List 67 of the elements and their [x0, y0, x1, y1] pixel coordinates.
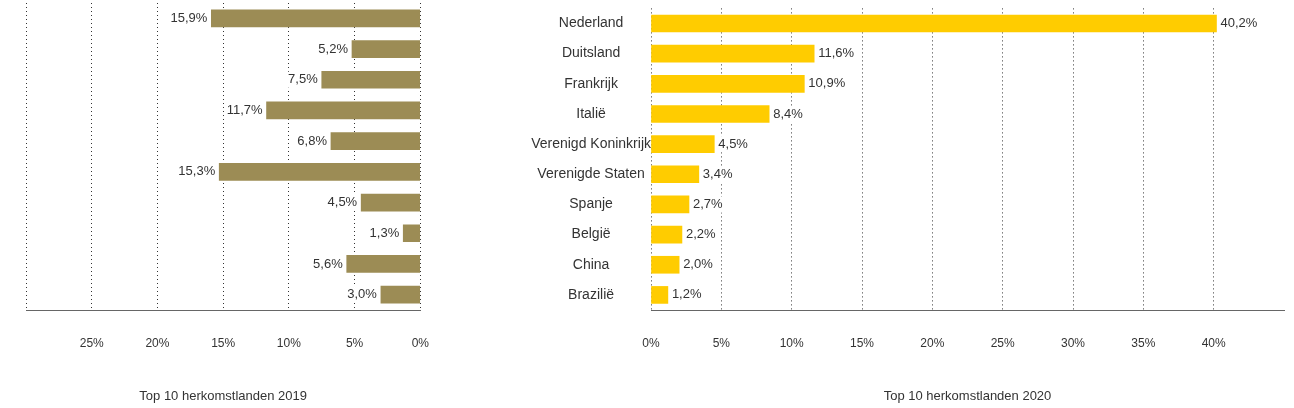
bar	[360, 193, 421, 212]
bar	[651, 255, 680, 274]
x-tick-label: 15%	[211, 335, 236, 350]
data-label: 3,4%	[702, 165, 733, 181]
y-tick-label: Italië	[576, 104, 607, 121]
bar	[211, 9, 421, 28]
data-label: 4,5%	[327, 194, 358, 210]
bar	[651, 286, 669, 304]
y-tick-label: België	[571, 225, 611, 242]
x-tick-label: 10%	[779, 335, 804, 350]
bar	[651, 195, 690, 214]
data-label: 1,2%	[671, 286, 702, 302]
bar	[380, 285, 421, 304]
data-label: 11,6%	[818, 45, 855, 61]
x-tick-label: 30%	[1060, 335, 1086, 350]
data-label: 15,9%	[170, 9, 208, 25]
x-axis-title: Top 10 herkomstlanden 2019	[139, 387, 308, 403]
y-tick-label: Brazilië	[568, 285, 615, 302]
x-tick-label: 20%	[920, 335, 945, 350]
data-label: 5,6%	[313, 255, 344, 271]
x-tick-label: 10%	[276, 335, 302, 350]
x-tick-label: 5%	[712, 335, 731, 350]
bar	[651, 135, 715, 153]
x-tick-label: 0%	[642, 335, 660, 350]
data-label: 10,9%	[808, 75, 846, 91]
data-label: 4,5%	[718, 135, 749, 151]
bar	[651, 225, 683, 244]
data-label: 1,3%	[369, 224, 400, 240]
bar	[402, 224, 421, 243]
x-tick-label: 25%	[990, 335, 1015, 350]
x-tick-label: 0%	[411, 335, 430, 350]
y-tick-label: Frankrijk	[564, 74, 619, 91]
y-tick-label: Verenigd Koninkrijk	[531, 134, 652, 151]
bar	[218, 163, 421, 181]
bar	[266, 101, 421, 120]
bar	[351, 40, 421, 58]
data-label: 5,2%	[318, 40, 349, 56]
y-tick-label: Verenigde Staten	[537, 165, 645, 182]
bar	[330, 132, 421, 150]
data-label: 6,8%	[297, 132, 328, 148]
x-tick-label: 20%	[145, 335, 170, 350]
data-label: 2,0%	[683, 256, 714, 272]
x-tick-label: 40%	[1201, 335, 1226, 350]
bar	[651, 74, 805, 93]
y-tick-label: Spanje	[569, 195, 614, 212]
x-tick-label: 35%	[1131, 335, 1156, 350]
bar	[346, 255, 421, 273]
y-tick-label: Duitsland	[561, 44, 621, 61]
data-label: 3,0%	[347, 286, 378, 302]
bar	[651, 105, 770, 123]
x-tick-label: 15%	[849, 335, 875, 350]
y-tick-label: China	[572, 255, 610, 272]
bar	[651, 14, 1217, 33]
bar	[651, 44, 815, 63]
y-tick-label: Nederland	[558, 14, 624, 31]
data-label: 2,2%	[685, 226, 717, 242]
data-label: 40,2%	[1220, 15, 1258, 31]
data-label: 8,4%	[773, 105, 804, 121]
data-label: 7,5%	[288, 71, 319, 87]
data-label: 2,7%	[692, 196, 724, 212]
x-axis-title: Top 10 herkomstlanden 2020	[883, 387, 1052, 403]
bar	[321, 70, 421, 89]
x-tick-label: 25%	[79, 335, 105, 350]
data-label: 15,3%	[178, 163, 216, 179]
bar	[651, 165, 700, 184]
data-label: 11,7%	[226, 102, 263, 118]
x-tick-label: 5%	[345, 335, 364, 350]
